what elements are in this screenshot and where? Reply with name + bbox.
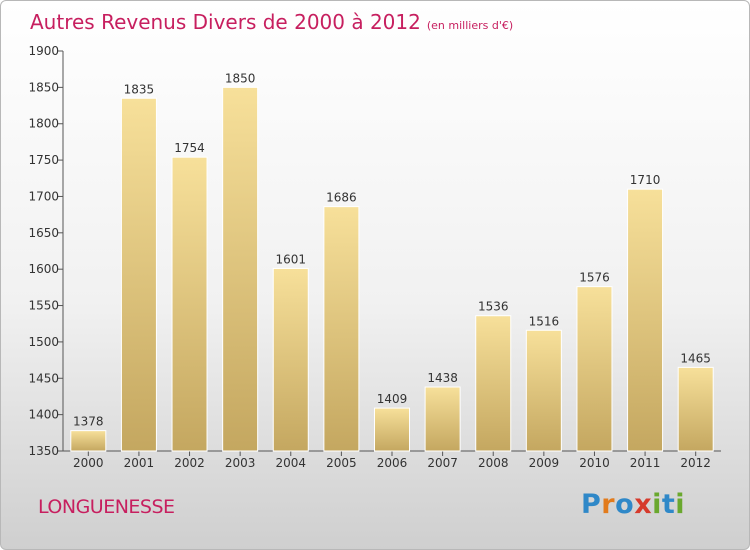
chart-unit: (en milliers d'€)	[426, 19, 514, 32]
bar-value-label: 1465	[680, 351, 711, 365]
y-tick-label: 1600	[28, 262, 59, 276]
x-tick-label: 2007	[427, 456, 458, 470]
bar	[627, 188, 664, 452]
bar	[272, 267, 309, 452]
x-tick-label: 2009	[529, 456, 560, 470]
y-tick-label: 1350	[28, 444, 59, 458]
logo-letter: x	[634, 489, 653, 520]
bar-value-label: 1835	[124, 82, 155, 96]
bar-value-label: 1438	[427, 371, 458, 385]
bar-value-label: 1378	[73, 415, 104, 429]
y-tick-label: 1650	[28, 226, 59, 240]
chart-bars: 1378 1835 1754 1850 1601 1686 1409 1438 1536 1516…	[70, 71, 714, 452]
y-tick-label: 1500	[28, 335, 59, 349]
logo-letter: i	[675, 489, 686, 520]
bar-value-label: 1686	[326, 191, 357, 205]
bar	[70, 430, 107, 452]
bar	[424, 386, 461, 452]
city-name: LONGUENESSE	[38, 496, 175, 518]
y-tick-label: 1900	[28, 44, 59, 58]
y-tick-label: 1400	[28, 408, 59, 422]
bar-value-label: 1754	[174, 141, 205, 155]
bar	[525, 329, 562, 452]
proxiti-logo[interactable]: Proxiti	[581, 489, 685, 520]
bar-value-label: 1601	[275, 252, 306, 266]
y-tick-label: 1450	[28, 371, 59, 385]
bar	[323, 206, 360, 452]
logo-letter: i	[652, 489, 662, 520]
logo-letter: t	[661, 489, 676, 520]
bar-value-label: 1710	[630, 173, 661, 187]
x-tick-label: 2004	[275, 456, 306, 470]
logo-letter: o	[615, 489, 635, 520]
bar	[222, 86, 259, 452]
x-tick-label: 2001	[124, 456, 155, 470]
chart-title: Autres Revenus Divers de 2000 à 2012 (en …	[30, 10, 513, 34]
logo-letter: P	[581, 489, 602, 520]
x-tick-label: 2000	[73, 456, 104, 470]
y-tick-label: 1550	[28, 299, 59, 313]
bar	[576, 286, 613, 452]
logo-letter: r	[601, 489, 616, 520]
y-tick-label: 1850	[28, 80, 59, 94]
y-tick-label: 1750	[28, 153, 59, 167]
bar	[475, 315, 512, 452]
bar-value-label: 1536	[478, 300, 509, 314]
bar-value-label: 1516	[529, 314, 560, 328]
x-tick-label: 2006	[377, 456, 408, 470]
y-tick-label: 1700	[28, 189, 59, 203]
x-tick-label: 2005	[326, 456, 357, 470]
chart-axes: 1350 1400 1450 1500 1550 1600 1650 1700 1750 1800…	[28, 44, 721, 470]
x-tick-label: 2002	[174, 456, 205, 470]
bar-value-label: 1576	[579, 271, 610, 285]
bar	[120, 97, 157, 452]
bar-value-label: 1409	[377, 392, 408, 406]
x-tick-label: 2010	[579, 456, 610, 470]
bar	[171, 156, 208, 452]
bar	[374, 407, 410, 452]
x-tick-label: 2012	[680, 456, 711, 470]
bar-value-label: 1850	[225, 71, 256, 85]
x-tick-label: 2003	[225, 456, 256, 470]
bar	[677, 366, 714, 452]
x-tick-label: 2011	[630, 456, 661, 470]
chart-title-text: Autres Revenus Divers de 2000 à 2012	[30, 10, 421, 34]
x-tick-label: 2008	[478, 456, 509, 470]
y-tick-label: 1800	[28, 117, 59, 131]
